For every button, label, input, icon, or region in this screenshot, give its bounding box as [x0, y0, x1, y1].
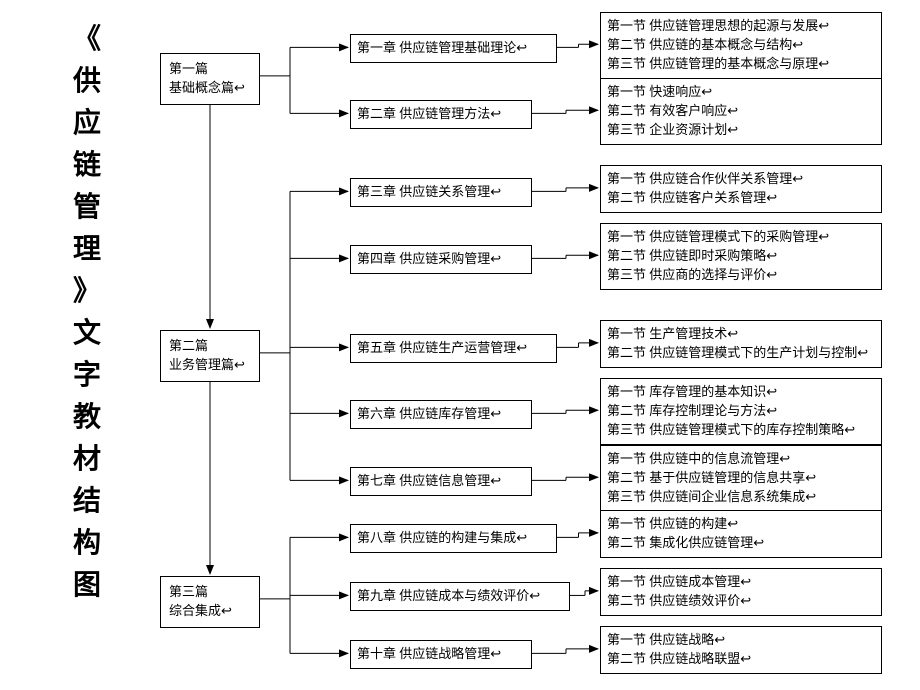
- chapter-box-c6: 第六章 供应链库存管理↩: [350, 400, 532, 429]
- chapter-box-c1: 第一章 供应链管理基础理论↩: [350, 34, 557, 63]
- sections-box-c9: 第一节 供应链成本管理↩ 第二节 供应链绩效评价↩: [600, 568, 882, 616]
- chapter-box-c8: 第八章 供应链的构建与集成↩: [350, 524, 557, 553]
- diagram-title: 《供应链管理》文字教材结构图: [72, 18, 102, 606]
- chapter-box-c2: 第二章 供应链管理方法↩: [350, 100, 532, 129]
- sections-box-c5: 第一节 生产管理技术↩ 第二节 供应链管理模式下的生产计划与控制↩: [600, 320, 882, 368]
- chapter-box-c5: 第五章 供应链生产运营管理↩: [350, 334, 557, 363]
- chapter-box-c9: 第九章 供应链成本与绩效评价↩: [350, 582, 570, 611]
- part-box-p2: 第二篇 业务管理篇↩: [160, 330, 260, 382]
- part-box-p3: 第三篇 综合集成↩: [160, 576, 260, 628]
- sections-box-c7: 第一节 供应链中的信息流管理↩ 第二节 基于供应链管理的信息共享↩ 第三节 供应…: [600, 445, 882, 512]
- chapter-box-c3: 第三章 供应链关系管理↩: [350, 178, 532, 207]
- sections-box-c8: 第一节 供应链的构建↩ 第二节 集成化供应链管理↩: [600, 510, 882, 558]
- sections-box-c6: 第一节 库存管理的基本知识↩ 第二节 库存控制理论与方法↩ 第三节 供应链管理模…: [600, 378, 882, 445]
- part-box-p1: 第一篇 基础概念篇↩: [160, 53, 260, 105]
- sections-box-c4: 第一节 供应链管理模式下的采购管理↩ 第二节 供应链即时采购策略↩ 第三节 供应…: [600, 223, 882, 290]
- sections-box-c3: 第一节 供应链合作伙伴关系管理↩ 第二节 供应链客户关系管理↩: [600, 165, 882, 213]
- sections-box-c10: 第一节 供应链战略↩ 第二节 供应链战略联盟↩: [600, 626, 882, 674]
- chapter-box-c4: 第四章 供应链采购管理↩: [350, 245, 532, 274]
- sections-box-c2: 第一节 快速响应↩ 第二节 有效客户响应↩ 第三节 企业资源计划↩: [600, 78, 882, 145]
- sections-box-c1: 第一节 供应链管理思想的起源与发展↩ 第二节 供应链的基本概念与结构↩ 第三节 …: [600, 12, 882, 79]
- chapter-box-c10: 第十章 供应链战略管理↩: [350, 640, 532, 669]
- chapter-box-c7: 第七章 供应链信息管理↩: [350, 467, 532, 496]
